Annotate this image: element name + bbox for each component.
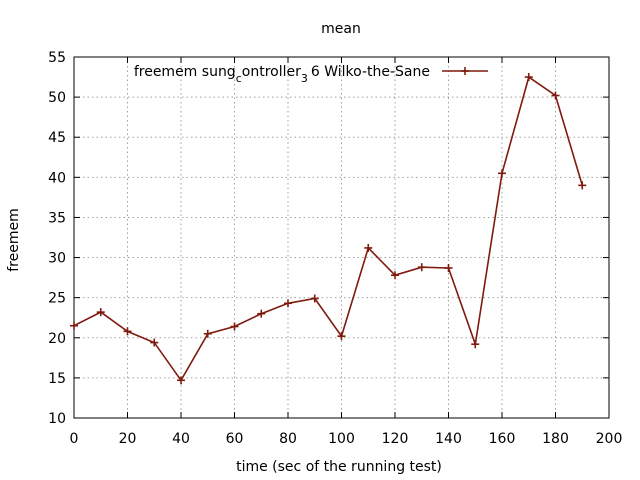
data-point	[364, 243, 373, 252]
x-tick-label: 120	[382, 431, 409, 447]
x-axis-label: time (sec of the running test)	[236, 459, 442, 475]
data-point	[551, 91, 560, 100]
y-tick-label: 25	[48, 291, 66, 307]
x-tick-label: 40	[172, 431, 190, 447]
legend-marker	[461, 67, 469, 75]
y-tick-label: 30	[48, 251, 66, 267]
x-tick-label: 200	[596, 431, 623, 447]
data-point	[150, 338, 159, 347]
x-tick-label: 140	[435, 431, 462, 447]
data-point	[203, 329, 212, 338]
series-freemem	[70, 73, 587, 385]
data-point	[337, 332, 346, 341]
axis-ticks: 10 15 20 25 30 35 40 45 50 55 0 20 40 60 80 100 120 140 16…	[48, 50, 622, 447]
data-point	[123, 327, 132, 336]
grid-lines	[74, 57, 609, 418]
y-tick-label: 40	[48, 170, 66, 186]
data-point	[177, 376, 185, 385]
data-point	[257, 309, 266, 318]
data-point	[498, 169, 506, 178]
x-tick-label: 180	[542, 431, 569, 447]
y-tick-label: 50	[48, 90, 66, 106]
x-tick-label: 160	[489, 431, 516, 447]
data-point	[96, 308, 105, 317]
y-axis-label: freemem	[6, 208, 22, 272]
data-point	[284, 299, 292, 308]
y-tick-label: 35	[48, 210, 66, 226]
x-tick-label: 20	[119, 431, 137, 447]
x-tick-label: 0	[70, 431, 79, 447]
data-point	[230, 322, 239, 331]
y-tick-label: 55	[48, 50, 66, 66]
data-point	[391, 271, 399, 280]
data-point	[471, 340, 480, 349]
y-tick-label: 20	[48, 331, 66, 347]
data-point	[310, 294, 319, 303]
series-line	[73, 75, 584, 382]
legend: freemem sungcontroller3 6 Wilko-the-Sane	[134, 64, 488, 85]
data-point	[70, 321, 78, 330]
x-tick-label: 100	[328, 431, 355, 447]
chart-title: mean	[321, 21, 361, 37]
data-point	[524, 73, 533, 82]
y-tick-label: 10	[48, 411, 66, 427]
data-point	[578, 181, 587, 190]
data-point	[417, 263, 426, 272]
x-tick-label: 60	[226, 431, 244, 447]
data-point	[444, 263, 453, 272]
x-tick-label: 80	[279, 431, 297, 447]
legend-label: freemem sungcontroller3 6 Wilko-the-Sane	[134, 64, 430, 85]
y-tick-label: 15	[48, 371, 66, 387]
y-tick-label: 45	[48, 130, 66, 146]
